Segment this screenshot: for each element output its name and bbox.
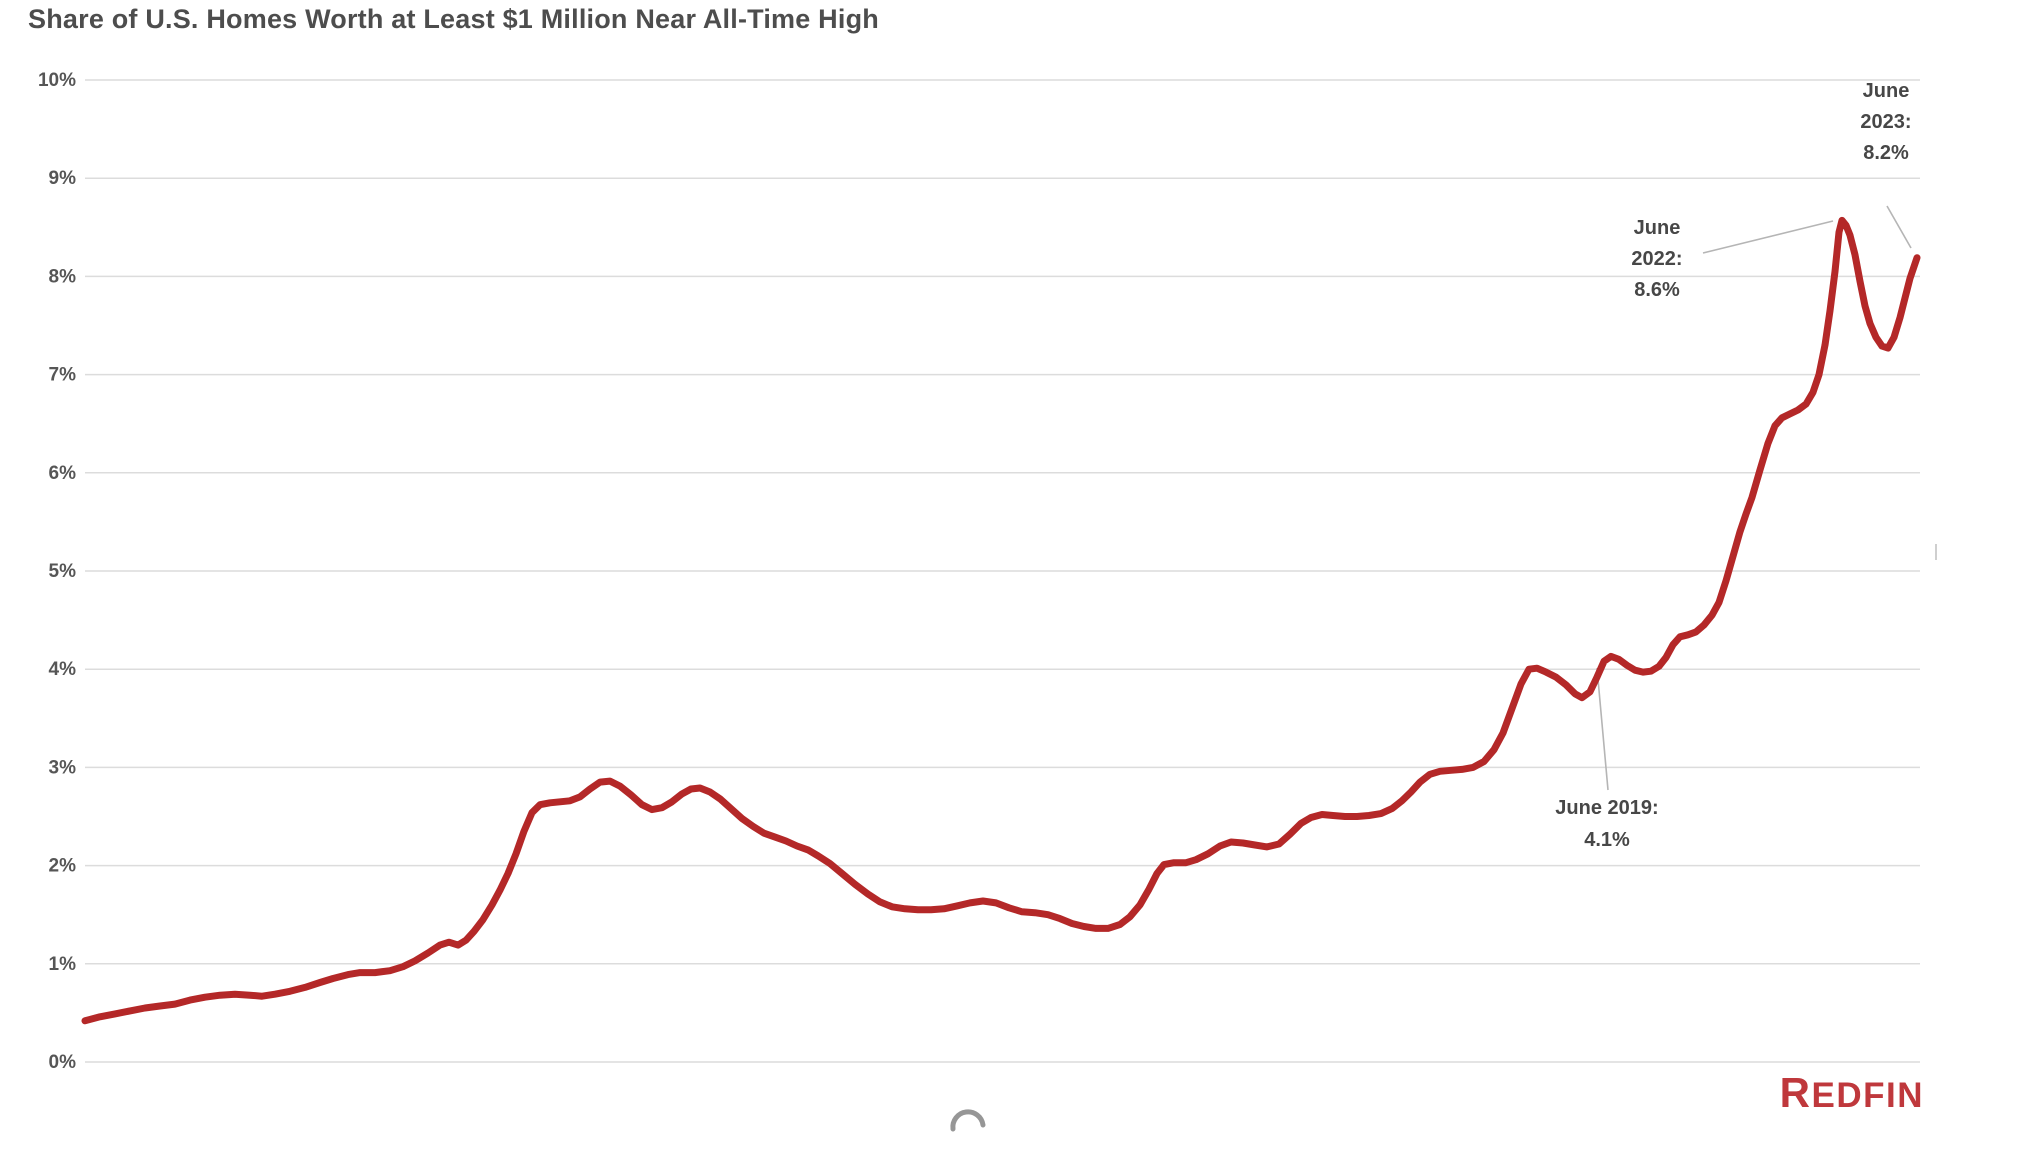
y-tick-label: 4%	[49, 659, 77, 680]
y-tick-label: 2%	[49, 856, 77, 877]
redfin-logo: REDFIN	[1780, 1072, 1924, 1114]
cropped-glyph-artifact	[950, 1109, 986, 1132]
y-tick-label: 8%	[49, 266, 77, 287]
redfin-logo-rest: EDFIN	[1811, 1076, 1924, 1115]
y-tick-label: 7%	[49, 365, 77, 386]
y-tick-label: 0%	[49, 1052, 77, 1073]
leader-line-june-2023	[1886, 205, 1912, 249]
redfin-logo-first-letter: R	[1779, 1069, 1812, 1116]
annotation-leader-lines	[1596, 205, 1912, 791]
annotation-june-2019: June 2019: 4.1%	[1555, 797, 1658, 851]
y-tick-label: 1%	[49, 954, 77, 975]
leader-line-june-2022	[1702, 220, 1834, 254]
annotation-labels: June 2023: 8.2% June 2022: 8.6% June 2019: 4.1%	[1555, 80, 1911, 851]
chart-title: Share of U.S. Homes Worth at Least $1 Mi…	[28, 4, 879, 34]
y-axis-tick-labels: 10% 9% 8% 7% 6% 5% 4% 3% 2% 1% 0%	[38, 70, 76, 1073]
annotation-june-2022: June 2022: 8.6%	[1631, 217, 1682, 301]
y-tick-label: 9%	[49, 168, 77, 189]
annotation-june-2023: June 2023: 8.2%	[1860, 80, 1911, 164]
y-tick-label: 10%	[38, 70, 76, 91]
gridlines	[85, 79, 1920, 1063]
y-tick-label: 6%	[49, 463, 77, 484]
y-tick-label: 3%	[49, 757, 77, 778]
series-line	[81, 216, 1921, 1025]
leader-line-june-2019	[1596, 667, 1609, 791]
y-tick-label: 5%	[49, 561, 77, 582]
